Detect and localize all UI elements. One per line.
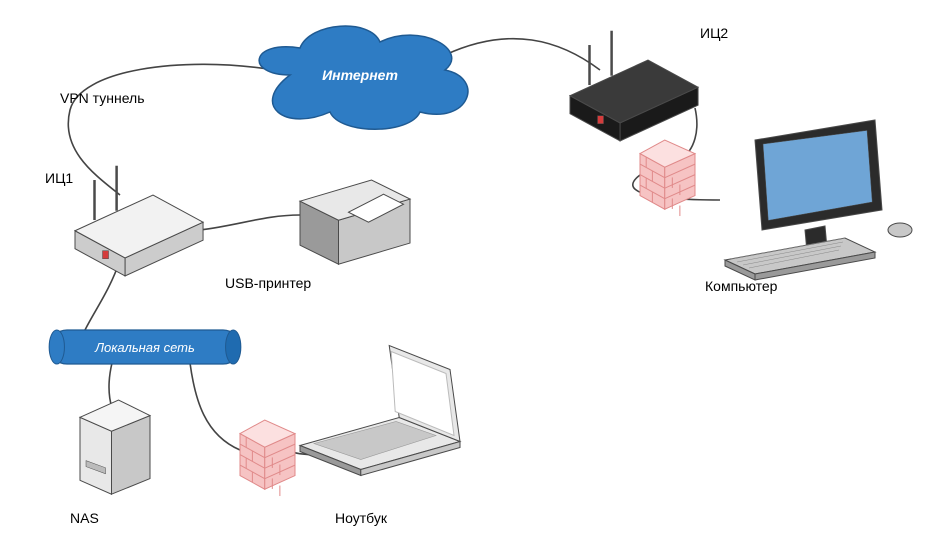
label-vpn-tunnel: VPN туннель [60,90,145,106]
label-notebook: Ноутбук [335,510,387,526]
label-computer: Компьютер [705,278,777,294]
label-ic2: ИЦ2 [700,25,728,41]
label-usb-printer: USB-принтер [225,275,311,291]
label-nas: NAS [70,510,99,526]
diagram-canvas: Интернет Локальная сеть VPN туннель ИЦ1 … [0,0,937,539]
notebook [0,0,937,539]
label-ic1: ИЦ1 [45,170,73,186]
